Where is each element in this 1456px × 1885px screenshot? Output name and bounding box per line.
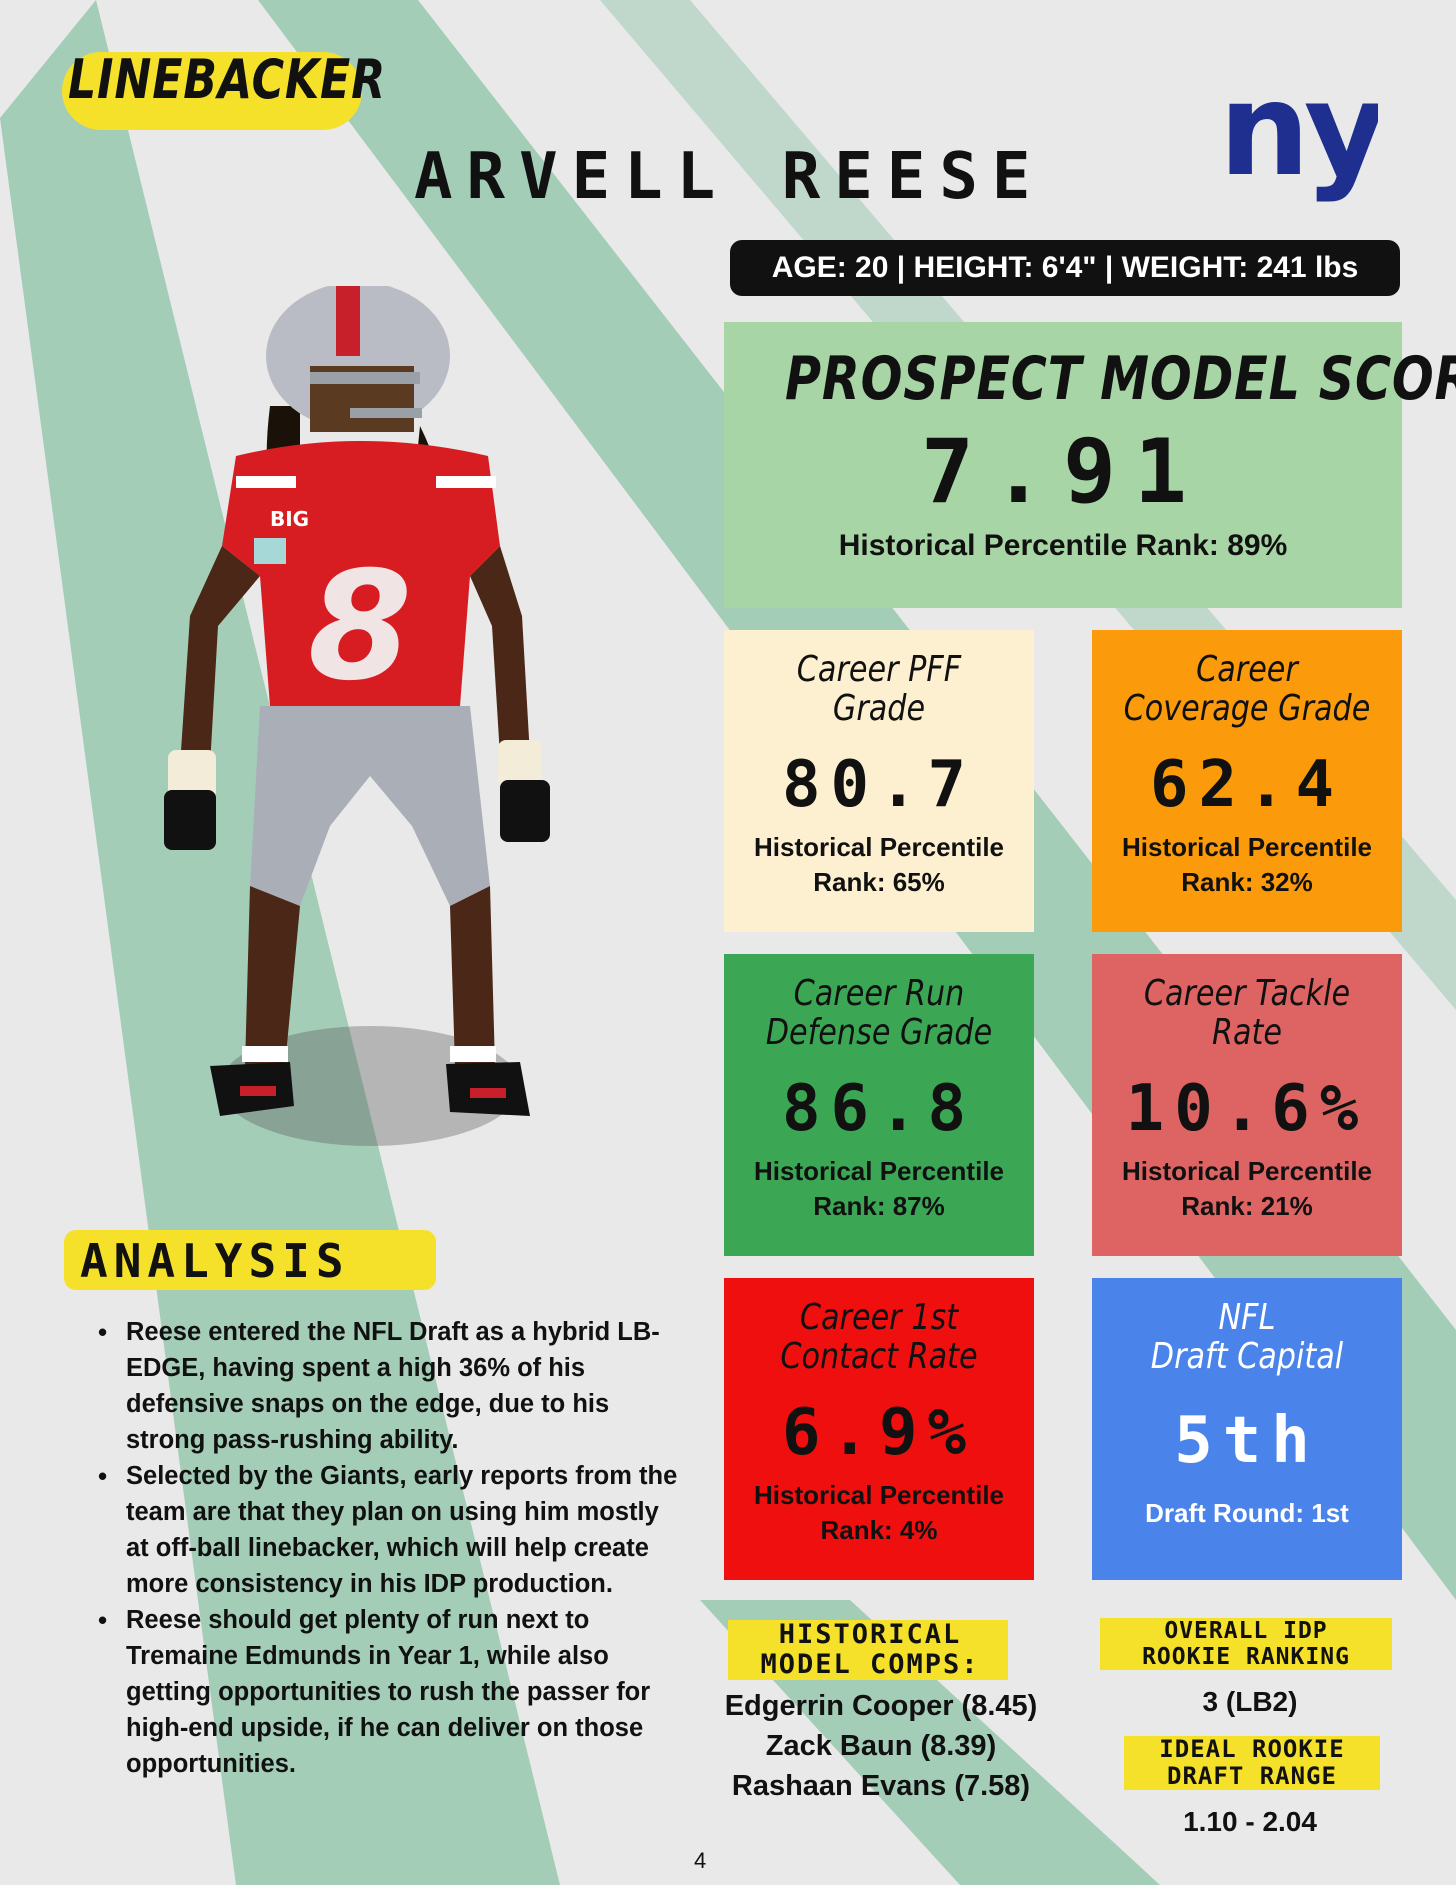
prospect-model-card: PROSPECT MODEL SCORE 7.91 Historical Per… <box>724 322 1456 608</box>
card-title-line: Contact Rate <box>780 1336 978 1377</box>
prospect-model-percentile: Historical Percentile Rank: 89% <box>838 529 1288 562</box>
card-value: 10.6% <box>1125 1072 1369 1146</box>
card-title-line: Career Run <box>793 973 965 1014</box>
card-career-1st-contact-rate: Career 1st Contact Rate 6.9% Historical … <box>724 1278 1034 1580</box>
page-number: 4 <box>694 1848 707 1873</box>
card-sub-line: Historical Percentile <box>1122 1156 1372 1186</box>
prospect-model-value: 7.91 <box>921 420 1205 523</box>
bio-bar: AGE: 20 | HEIGHT: 6'4" | WEIGHT: 241 lbs <box>730 240 1400 296</box>
ranking-label-line: ROOKIE RANKING <box>1142 1644 1350 1670</box>
analysis-highlight <box>64 1230 436 1290</box>
card-title-text: Career PFF Grade <box>796 649 962 729</box>
comp-item: Zack Baun (8.39) <box>765 1730 997 1762</box>
comp-item: Edgerrin Cooper (8.45) <box>724 1690 1038 1722</box>
card-sub-line: Rank: 4% <box>820 1515 938 1545</box>
comp-item: Rashaan Evans (7.58) <box>731 1770 1031 1802</box>
card-sub-line: Historical Percentile <box>1122 832 1372 862</box>
card-title-text: Career Coverage Grade <box>1123 649 1371 729</box>
position-label: LINEBACKER <box>68 48 387 111</box>
card-career-tackle-rate: Career Tackle Rate 10.6% Historical Perc… <box>1092 954 1402 1256</box>
analysis-title: ANALYSIS <box>80 1234 350 1288</box>
card-value: 86.8 <box>781 1072 977 1146</box>
card-title: Career Run Defense Grade <box>749 974 1009 1052</box>
card-sub-line: Draft Round: 1st <box>1145 1498 1349 1528</box>
ranking-highlight <box>1100 1618 1392 1670</box>
card-sub-line: Historical Percentile <box>754 1156 1004 1186</box>
comps-highlight <box>728 1620 1008 1680</box>
card-title-line: Draft Capital <box>1150 1336 1344 1377</box>
card-title: Career 1st Contact Rate <box>749 1298 1009 1376</box>
card-sub: Historical Percentile Rank: 21% <box>1092 1154 1402 1224</box>
prospect-model-title: PROSPECT MODEL SCORE <box>785 344 1456 414</box>
card-title-line: Defense Grade <box>765 1012 993 1053</box>
card-sub-line: Rank: 32% <box>1181 867 1313 897</box>
card-sub: Historical Percentile Rank: 87% <box>724 1154 1034 1224</box>
helmet-conference-text: BIG <box>270 507 309 531</box>
ranking-value: 3 (LB2) <box>1202 1686 1298 1717</box>
team-logo-icon: ny <box>1219 56 1392 205</box>
analysis-bullet: Selected by the Giants, early reports fr… <box>98 1458 678 1602</box>
draft-range-label: IDEAL ROOKIE DRAFT RANGE <box>1110 1736 1394 1790</box>
card-career-pff-grade: Career PFF Grade 80.7 Historical Percent… <box>724 630 1034 932</box>
card-value: 80.7 <box>781 748 977 822</box>
comps-list: Edgerrin Cooper (8.45) Zack Baun (8.39) … <box>700 1686 1062 1806</box>
card-sub-line: Historical Percentile <box>754 832 1004 862</box>
jersey-number: 8 <box>308 540 412 714</box>
card-sub-line: Rank: 87% <box>813 1191 945 1221</box>
card-sub-line: Rank: 65% <box>813 867 945 897</box>
card-title-line: Rate <box>1211 1012 1283 1053</box>
card-title-line: NFL <box>1218 1297 1276 1338</box>
draft-range-label-line: DRAFT RANGE <box>1167 1762 1337 1790</box>
card-career-run-defense-grade: Career Run Defense Grade 86.8 Historical… <box>724 954 1034 1256</box>
analysis-list: Reese entered the NFL Draft as a hybrid … <box>98 1314 678 1782</box>
card-title: Career Coverage Grade <box>1117 650 1377 728</box>
card-value: 6.9% <box>781 1396 977 1470</box>
analysis-bullet: Reese entered the NFL Draft as a hybrid … <box>98 1314 678 1458</box>
ranking-label-line: OVERALL IDP <box>1164 1618 1328 1644</box>
analysis-bullet: Reese should get plenty of run next to T… <box>98 1602 678 1782</box>
draft-range-value: 1.10 - 2.04 <box>1183 1806 1317 1837</box>
card-title: NFL Draft Capital <box>1117 1298 1377 1376</box>
draft-range-label-line: IDEAL ROOKIE <box>1159 1735 1345 1763</box>
card-title: Career PFF Grade <box>749 650 1009 728</box>
card-title: Career Tackle Rate <box>1117 974 1377 1052</box>
card-value: 62.4 <box>1149 748 1345 822</box>
card-career-coverage-grade: Career Coverage Grade 62.4 Historical Pe… <box>1092 630 1402 932</box>
player-illustration: BIG 8 <box>164 286 550 1146</box>
card-nfl-draft-capital: NFL Draft Capital 5th Draft Round: 1st <box>1092 1278 1402 1580</box>
team-logo-text: ny <box>1222 74 1378 202</box>
comps-label-line: MODEL COMPS: <box>760 1649 980 1680</box>
card-sub: Historical Percentile Rank: 32% <box>1092 830 1402 900</box>
comps-label-line: HISTORICAL <box>778 1619 962 1650</box>
card-title-line: Career 1st <box>799 1297 959 1338</box>
card-sub-line: Historical Percentile <box>754 1480 1004 1510</box>
card-sub-line: Rank: 21% <box>1181 1191 1313 1221</box>
player-name: ARVELL REESE <box>414 140 1045 214</box>
card-sub: Historical Percentile Rank: 65% <box>724 830 1034 900</box>
card-sub: Draft Round: 1st <box>1092 1496 1402 1531</box>
ranking-label: OVERALL IDP ROOKIE RANKING <box>1090 1618 1402 1670</box>
card-sub: Historical Percentile Rank: 4% <box>724 1478 1034 1548</box>
card-title-line: Career Tackle <box>1143 973 1351 1014</box>
position-badge <box>62 52 362 130</box>
card-value: 5th <box>1174 1404 1320 1478</box>
comps-label: HISTORICAL MODEL COMPS: <box>720 1620 1020 1680</box>
draft-range-highlight <box>1124 1736 1380 1790</box>
